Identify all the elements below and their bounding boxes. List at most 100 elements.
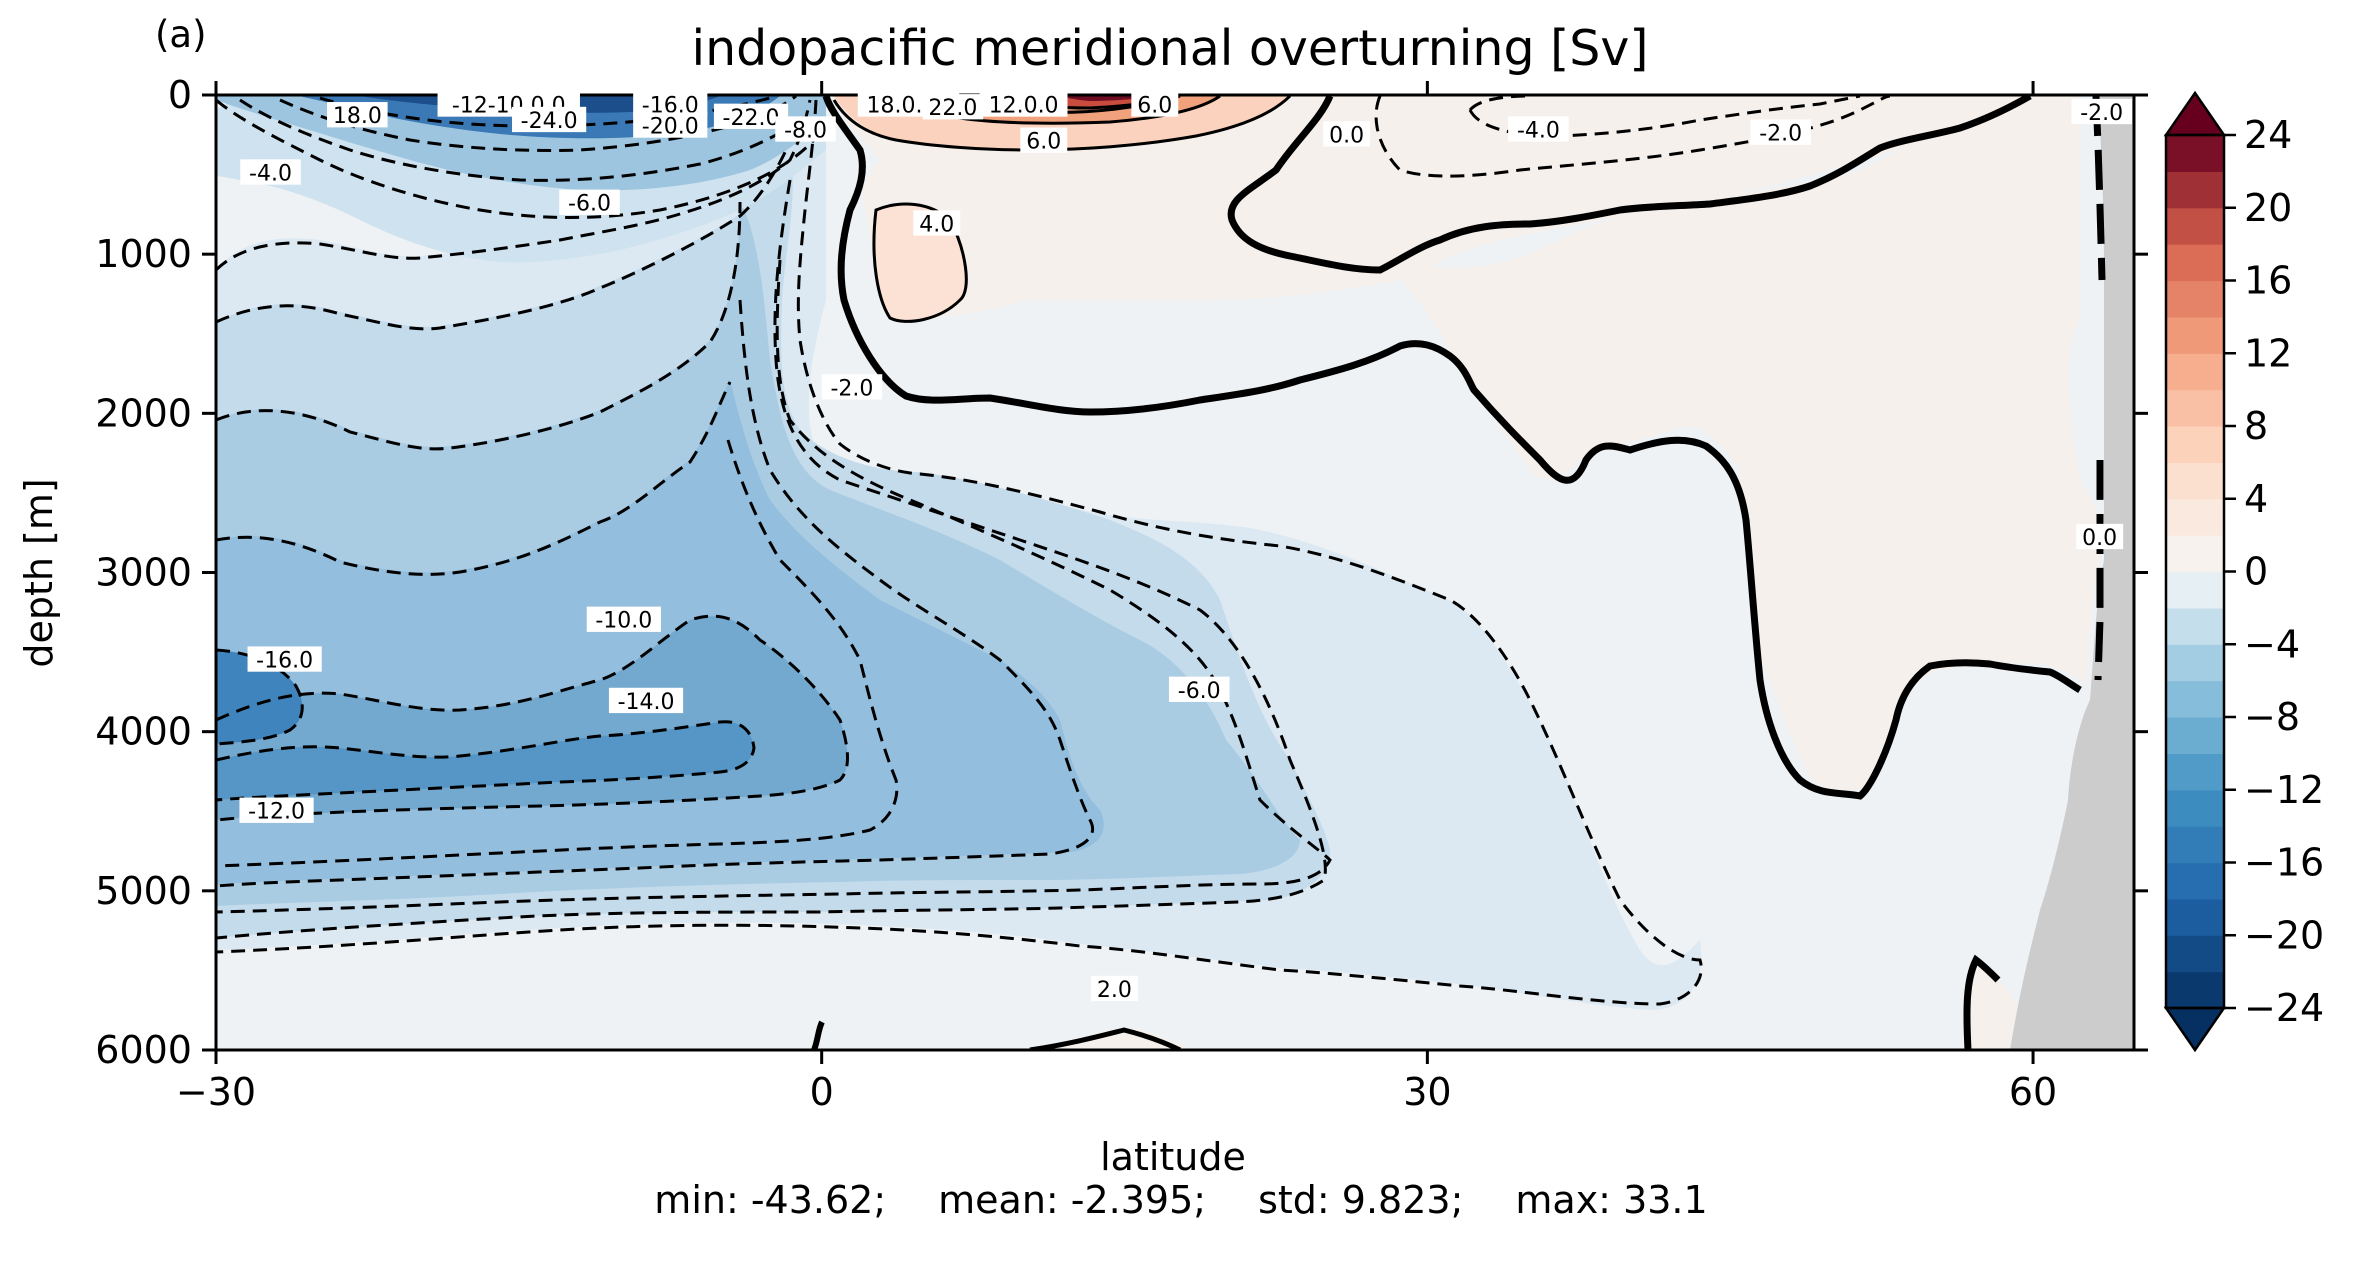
contour-label: 12.0.0 [989, 93, 1059, 118]
contour-label: 0.0 [1329, 123, 1364, 148]
colorbar-tick-label: 0 [2244, 550, 2268, 594]
colorbar-segment [2166, 826, 2224, 864]
contour-label-bg [559, 189, 620, 215]
colorbar-segment [2166, 316, 2224, 354]
colorbar-segment [2166, 971, 2224, 1009]
contour-label-bg [922, 94, 984, 120]
colorbar-tick-label: −16 [2244, 841, 2324, 885]
colorbar-segment [2166, 535, 2224, 573]
colorbar-segment [2166, 171, 2224, 209]
contour-neg-2 [216, 99, 1703, 1006]
contour-label-bg [1168, 676, 1230, 702]
x-tick-label: 0 [810, 1070, 834, 1114]
contour-label-bg [1020, 127, 1068, 153]
colorbar-tick-label: 20 [2244, 186, 2292, 230]
fill-positive-main [830, 96, 2104, 790]
colorbar-segment [2166, 244, 2224, 282]
contour-neg-12 [216, 614, 849, 822]
y-tick-label: 0 [168, 73, 192, 117]
y-axis-label: depth [m] [17, 478, 61, 667]
contour-label: 22.0 [928, 96, 977, 121]
contour-zero-equator-bottom [811, 1020, 825, 1050]
contour-label-bg [327, 102, 388, 128]
colorbar: −24 −20 −16 −12 −8 −4 0 4 8 12 16 20 24 [2163, 90, 2324, 1053]
contour-label-bg [1750, 119, 1811, 145]
contour-label: 6.0 [1137, 93, 1172, 118]
land-mask [2010, 96, 2134, 1050]
contour-label-bg [2071, 98, 2132, 125]
y-tick-label: 2000 [95, 391, 192, 435]
colorbar-segment [2166, 135, 2224, 172]
colorbar-segment [2166, 644, 2224, 682]
colorbar-segment [2166, 207, 2224, 245]
contour-label-bg [821, 374, 883, 400]
contour-zero-bottom-east [1963, 954, 2001, 1050]
colorbar-tick-label: −24 [2244, 986, 2324, 1030]
colorbar-segment [2166, 280, 2224, 318]
contour-zero-main [822, 95, 2082, 800]
contour-label-bg [775, 116, 836, 142]
colorbar-extend-max [2163, 90, 2227, 137]
y-tick-label: 4000 [95, 710, 192, 754]
colorbar-segment [2166, 717, 2224, 754]
colorbar-extend-min [2163, 1006, 2227, 1053]
contour-label-bg [979, 91, 1068, 117]
contour-label: -24.0 [521, 109, 578, 134]
contour-label-bg [239, 797, 314, 823]
x-tick-label: 60 [2009, 1070, 2057, 1114]
chart-title: indopacific meridional overturning [Sv] [692, 20, 1649, 77]
x-axis: −30 0 30 60 [176, 81, 2057, 1114]
contour-zero-top [1227, 95, 2032, 274]
contour-label: -14.0 [618, 690, 675, 715]
contour-label-bg [512, 106, 587, 133]
contour-label: 18.0 [333, 104, 382, 129]
stats-min: min: -43.62; [654, 1178, 887, 1222]
contour-label: -2.0 [830, 376, 873, 401]
contour-label: -4.0 [249, 161, 292, 186]
contour-label: -8.0 [784, 118, 827, 143]
colorbar-segment [2166, 862, 2224, 900]
colorbar-tick-label: −12 [2244, 768, 2324, 812]
contour-fills [216, 95, 2134, 1050]
colorbar-segment [2166, 898, 2224, 936]
colorbar-tick-label: −20 [2244, 913, 2324, 957]
colorbar-segment [2166, 389, 2224, 427]
contour-label: -2.0 [1759, 122, 1802, 147]
contour-label: -16.0 [256, 649, 313, 674]
colorbar-tick-label: 16 [2244, 259, 2292, 303]
colorbar-tick-label: −4 [2244, 622, 2300, 666]
colorbar-segment [2166, 462, 2224, 500]
y-tick-label: 6000 [95, 1028, 192, 1072]
x-axis-label: latitude [1100, 1135, 1246, 1179]
contour-neg-14 [216, 720, 756, 802]
colorbar-segment [2166, 753, 2224, 791]
contour-label: 0.0 [2082, 526, 2117, 551]
contour-label: 6.0 [1026, 130, 1061, 155]
fill-positive-bottom [1040, 1028, 1196, 1050]
contour-label: 4.0 [919, 212, 954, 237]
contour-label: -4.0 [1517, 118, 1560, 143]
colorbar-tick-label: 4 [2244, 477, 2268, 521]
y-tick-label: 1000 [95, 232, 192, 276]
contour-label: -2.0 [2080, 101, 2123, 126]
contour-label-bg [1131, 91, 1179, 117]
contour-pos-2-bottom [1029, 1027, 1182, 1050]
contour-label-bg [608, 687, 684, 714]
contour-label: 2.0 [1097, 978, 1132, 1003]
x-tick-label: −30 [176, 1070, 256, 1114]
contour-label: -6.0 [568, 192, 611, 217]
contour-label-bg [586, 606, 661, 632]
contour-label-bg [1323, 121, 1371, 147]
colorbar-tick-label: −8 [2244, 695, 2300, 739]
stats-std: std: 9.823; [1258, 1178, 1464, 1222]
colorbar-segment [2166, 498, 2224, 536]
x-tick-label: 30 [1403, 1070, 1451, 1114]
contour-label: -10.0 [595, 609, 652, 634]
contour-label: -12.0 [248, 800, 305, 825]
contour-label-bg [1090, 975, 1138, 1002]
contour-label-bg [240, 159, 301, 185]
contour-label: -6.0 [1178, 679, 1221, 704]
colorbar-tick-label: 8 [2244, 404, 2268, 448]
contour-label: -20.0 [642, 115, 699, 140]
